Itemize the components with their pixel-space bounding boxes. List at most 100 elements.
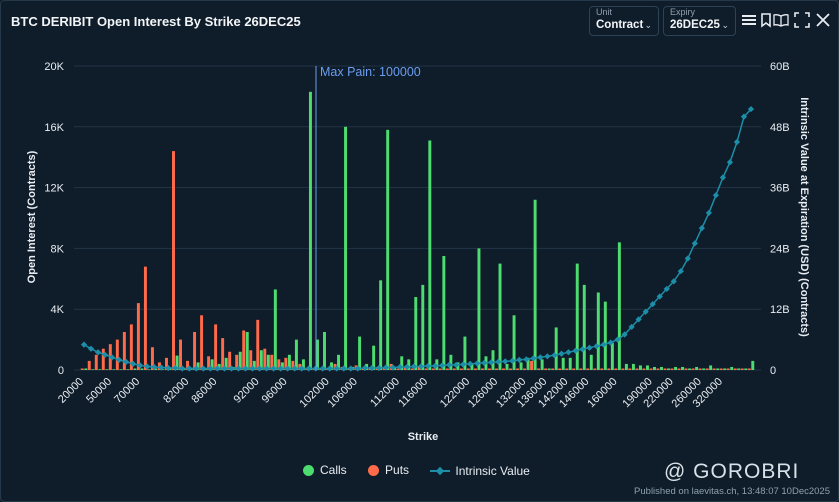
put-bar xyxy=(579,368,583,370)
menu-icon[interactable] xyxy=(741,12,757,28)
legend-item-calls[interactable]: Calls xyxy=(303,463,347,477)
x-tick-label: 116000 xyxy=(396,376,430,410)
intrinsic-point xyxy=(523,356,530,363)
book-icon[interactable] xyxy=(773,12,789,28)
put-bar xyxy=(249,350,253,370)
y2-tick-label: 48B xyxy=(770,122,790,134)
legend-item-puts[interactable]: Puts xyxy=(368,463,409,477)
call-bar xyxy=(702,368,706,370)
x-tick-label: 70000 xyxy=(112,376,142,406)
max-pain-marker: Max Pain: 100000 xyxy=(315,65,421,370)
intrinsic-point xyxy=(137,362,144,369)
put-bar xyxy=(586,368,590,370)
intrinsic-point xyxy=(481,359,488,367)
put-bar xyxy=(382,368,386,370)
intrinsic-point xyxy=(424,362,432,370)
y2-tick-label: 24B xyxy=(770,243,790,255)
call-bar xyxy=(603,301,607,370)
put-bar xyxy=(600,368,604,370)
put-bar xyxy=(698,368,702,370)
call-bar xyxy=(414,297,418,370)
call-bar xyxy=(512,315,516,370)
intrinsic-point xyxy=(579,346,586,353)
intrinsic-point xyxy=(235,365,242,372)
call-bar xyxy=(105,369,109,370)
put-bar xyxy=(459,368,463,370)
intrinsic-point xyxy=(558,350,565,357)
call-bar xyxy=(631,363,635,370)
put-bar xyxy=(333,363,337,370)
call-bar xyxy=(245,332,249,370)
intrinsic-point xyxy=(284,365,291,372)
intrinsic-point xyxy=(453,361,460,369)
intrinsic-point xyxy=(733,138,741,146)
put-bar xyxy=(207,356,211,370)
put-bar xyxy=(663,368,667,370)
x-tick-label: 96000 xyxy=(260,376,290,406)
call-bar xyxy=(238,351,242,370)
call-bar xyxy=(400,356,404,370)
call-bar xyxy=(407,359,411,370)
put-bar xyxy=(438,368,442,370)
chart-title: BTC DERIBIT Open Interest By Strike 26DE… xyxy=(11,14,301,29)
call-bar xyxy=(140,368,144,370)
unit-select[interactable]: Unit Contract ⌄ xyxy=(589,6,659,36)
bookmark-icon[interactable] xyxy=(758,12,774,28)
call-bar xyxy=(91,369,95,370)
put-bar xyxy=(670,368,674,370)
y2-tick-label: 60B xyxy=(770,61,790,73)
intrinsic-point xyxy=(502,358,509,365)
unit-value: Contract xyxy=(596,19,644,31)
chevron-down-icon: ⌄ xyxy=(644,20,652,30)
put-bar xyxy=(270,354,274,370)
call-bar xyxy=(582,284,586,370)
close-icon[interactable] xyxy=(815,12,831,28)
call-bar xyxy=(688,368,692,370)
call-bar xyxy=(674,366,678,370)
intrinsic-point xyxy=(375,364,382,372)
intrinsic-swatch xyxy=(430,466,451,475)
intrinsic-point xyxy=(340,365,347,372)
call-bar xyxy=(175,355,179,370)
intrinsic-point xyxy=(712,192,720,199)
intrinsic-point xyxy=(467,360,474,368)
intrinsic-point xyxy=(326,365,333,372)
call-bar xyxy=(449,354,453,370)
legend-item-intrinsic[interactable]: Intrinsic Value xyxy=(430,464,530,478)
intrinsic-point xyxy=(354,365,361,372)
put-bar xyxy=(466,368,470,370)
call-bar xyxy=(709,365,713,370)
watermark: @ GOROBRI xyxy=(664,460,800,483)
call-bar xyxy=(259,350,263,370)
call-bar xyxy=(224,357,228,370)
x-axis-title: Strike xyxy=(408,431,439,443)
put-bar xyxy=(263,348,267,370)
published-note: Published on laevitas.ch, 13:48:07 10Dec… xyxy=(634,486,830,497)
call-bar xyxy=(589,354,593,370)
call-bar xyxy=(323,332,326,370)
call-bar xyxy=(133,368,137,370)
put-bar xyxy=(733,368,737,370)
y-axis-right: 0 12B 24B 36B 48B 60B xyxy=(770,61,790,377)
fullscreen-icon[interactable] xyxy=(794,12,810,28)
intrinsic-point xyxy=(495,358,502,366)
put-bar xyxy=(403,367,407,370)
intrinsic-point xyxy=(600,341,607,348)
call-bar xyxy=(737,368,741,370)
intrinsic-point xyxy=(80,341,88,348)
put-bar xyxy=(614,368,618,370)
expiry-select[interactable]: Expiry 26DEC25 ⌄ xyxy=(663,6,736,36)
intrinsic-point xyxy=(621,331,628,338)
call-bar xyxy=(751,360,755,370)
intrinsic-point xyxy=(361,364,368,372)
intrinsic-point xyxy=(305,365,312,372)
intrinsic-point xyxy=(698,225,705,232)
legend: Calls Puts Intrinsic Value xyxy=(303,463,548,479)
x-tick-label: 82000 xyxy=(161,376,191,406)
call-bar xyxy=(294,339,298,370)
call-bar xyxy=(428,140,432,370)
put-bar xyxy=(558,368,562,370)
call-bar xyxy=(344,126,348,370)
put-bar xyxy=(621,368,625,370)
